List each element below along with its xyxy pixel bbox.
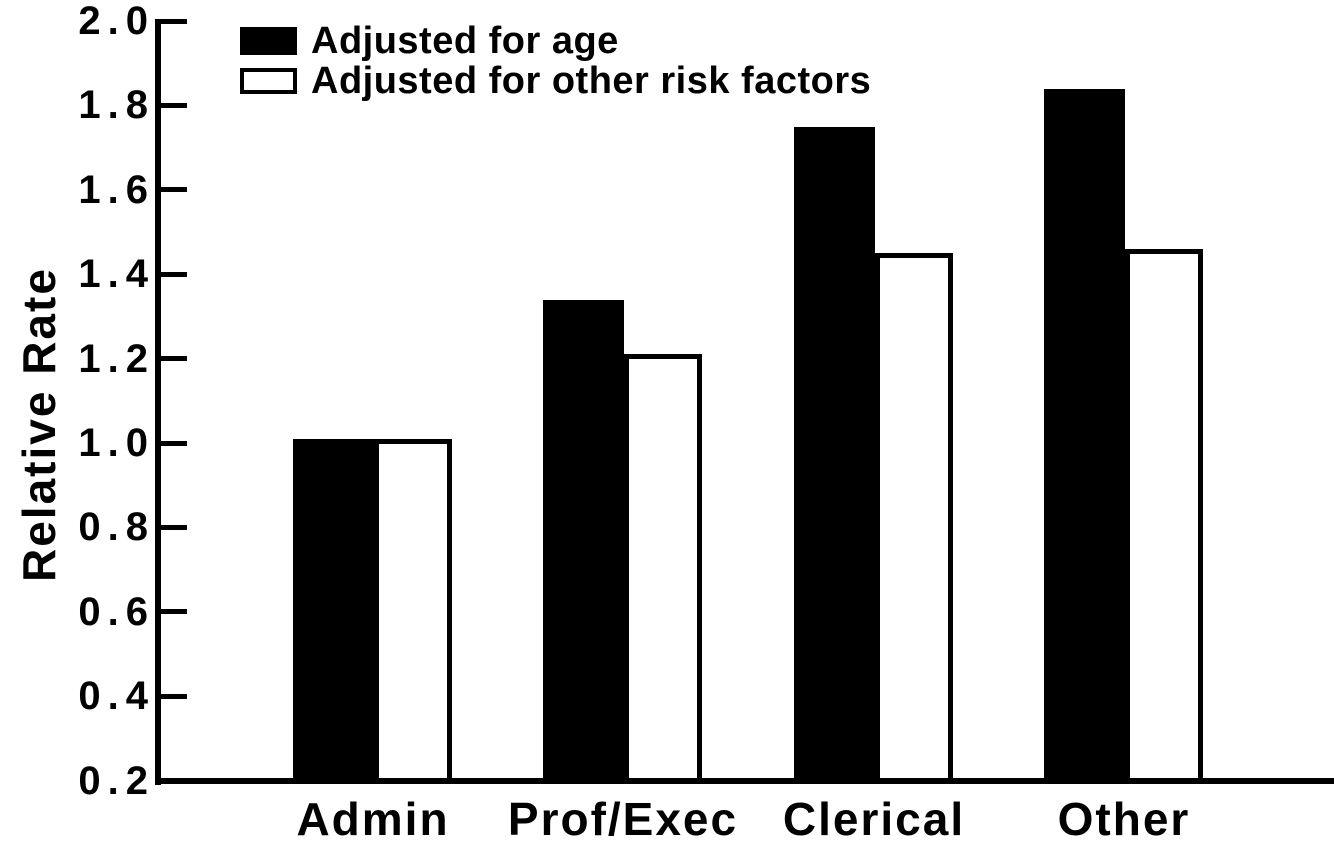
y-tick-mark xyxy=(160,524,187,530)
legend-item-adjusted-for-age: Adjusted for age xyxy=(240,19,871,62)
bar-clerical-other-risk-factors xyxy=(875,253,953,783)
y-tick-label: 1.2 xyxy=(78,336,155,381)
y-tick-label: 0.2 xyxy=(78,758,155,803)
x-category-label-admin: Admin xyxy=(296,793,450,845)
y-tick-label: 2.0 xyxy=(78,0,155,43)
y-tick-label: 1.6 xyxy=(78,167,155,212)
bar-other-age xyxy=(1044,88,1125,783)
y-tick-mark xyxy=(160,693,187,699)
y-tick-label: 1.4 xyxy=(78,252,155,297)
y-tick-label: 0.8 xyxy=(78,505,155,550)
y-tick-mark xyxy=(160,187,187,193)
legend-item-adjusted-for-other-risk-factors: Adjusted for other risk factors xyxy=(240,59,872,102)
y-axis-line xyxy=(155,19,161,785)
y-tick-label: 1.8 xyxy=(78,83,155,128)
y-tick-mark xyxy=(160,778,187,784)
y-tick-mark xyxy=(160,271,187,277)
legend: Adjusted for age Adjusted for other risk… xyxy=(240,19,872,102)
y-tick-label: 0.6 xyxy=(78,589,155,634)
y-tick-label: 1.0 xyxy=(78,421,155,465)
bar-prof-exec-age xyxy=(543,299,624,783)
x-axis-line xyxy=(155,778,1334,784)
legend-swatch-filled-icon xyxy=(240,27,297,55)
y-tick-mark xyxy=(160,102,187,108)
bar-other-other-risk-factors xyxy=(1125,248,1203,783)
bar-prof-exec-other-risk-factors xyxy=(624,354,702,783)
x-category-label-prof-exec: Prof/Exec xyxy=(507,793,739,845)
bar-admin-age xyxy=(293,438,374,783)
legend-label-adjusted-for-other-risk-factors: Adjusted for other risk factors xyxy=(311,59,872,102)
y-tick-mark xyxy=(160,356,187,362)
legend-label-adjusted-for-age: Adjusted for age xyxy=(311,19,619,62)
x-category-label-clerical: Clerical xyxy=(782,793,966,845)
bar-clerical-age xyxy=(794,126,875,783)
y-tick-mark xyxy=(160,18,187,24)
x-category-label-other: Other xyxy=(1057,793,1191,845)
y-tick-label: 0.4 xyxy=(78,674,155,719)
y-tick-mark xyxy=(160,609,187,615)
y-tick-mark xyxy=(160,440,187,446)
legend-swatch-outlined-icon xyxy=(240,68,297,94)
bar-admin-other-risk-factors xyxy=(374,438,452,783)
